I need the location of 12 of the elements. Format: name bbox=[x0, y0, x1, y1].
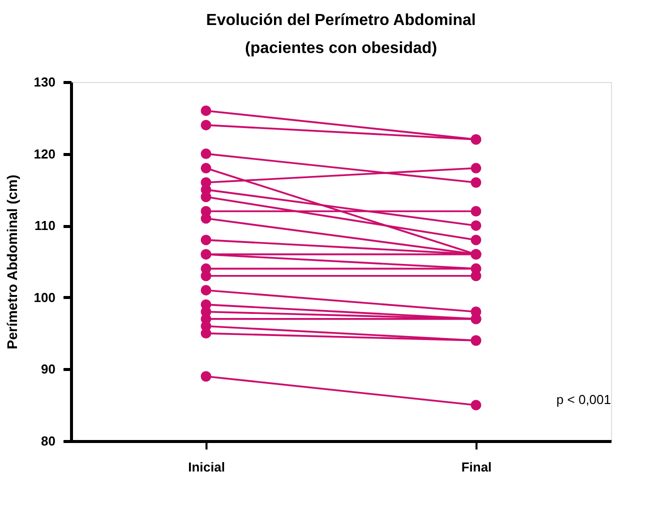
y-axis-title: Perímetro Abdominal (cm) bbox=[4, 174, 20, 350]
x-tick-label: Inicial bbox=[188, 460, 225, 474]
y-tick-label: 110 bbox=[34, 218, 56, 234]
y-tick-label: 90 bbox=[41, 362, 56, 377]
x-tick-label: Final bbox=[461, 460, 492, 474]
y-tick-label: 120 bbox=[34, 146, 56, 162]
annotation: p < 0,001 bbox=[556, 392, 611, 407]
chart-subtitle: (pacientes con obesidad) bbox=[244, 40, 438, 57]
chart-title: Evolución del Perímetro Abdominal bbox=[206, 12, 476, 29]
y-tick-label: 100 bbox=[34, 290, 56, 305]
y-tick-label: 130 bbox=[34, 74, 56, 90]
y-tick-label: 80 bbox=[41, 434, 56, 448]
